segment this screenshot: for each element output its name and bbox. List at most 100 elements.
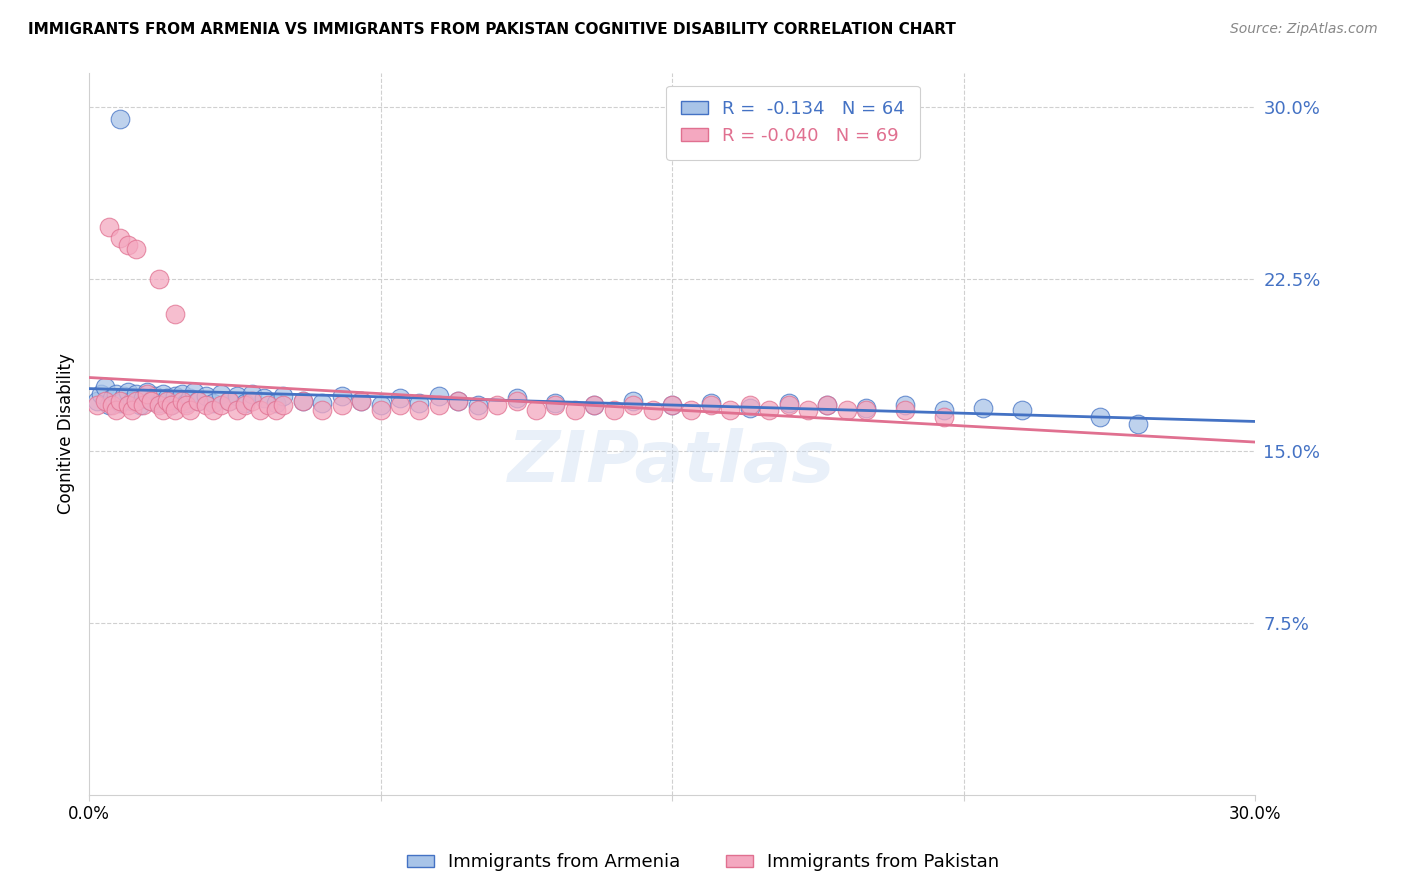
Point	[253, 392, 276, 406]
Point	[408, 396, 430, 410]
Point	[505, 393, 527, 408]
Point	[101, 392, 124, 406]
Point	[86, 398, 108, 412]
Point	[117, 384, 139, 399]
Point	[136, 384, 159, 399]
Point	[97, 219, 120, 234]
Point	[194, 389, 217, 403]
Point	[544, 396, 567, 410]
Point	[141, 393, 163, 408]
Point	[163, 403, 186, 417]
Point	[112, 389, 135, 403]
Point	[758, 403, 780, 417]
Point	[330, 398, 353, 412]
Point	[202, 403, 225, 417]
Point	[1088, 409, 1111, 424]
Point	[388, 392, 411, 406]
Point	[125, 387, 148, 401]
Point	[264, 403, 287, 417]
Point	[240, 393, 263, 408]
Point	[240, 387, 263, 401]
Point	[101, 398, 124, 412]
Point	[209, 387, 232, 401]
Point	[132, 392, 155, 406]
Point	[700, 396, 723, 410]
Point	[583, 398, 606, 412]
Text: ZIPatlas: ZIPatlas	[509, 428, 835, 498]
Point	[148, 396, 170, 410]
Point	[427, 389, 450, 403]
Point	[93, 393, 115, 408]
Point	[121, 403, 143, 417]
Point	[105, 387, 128, 401]
Text: Source: ZipAtlas.com: Source: ZipAtlas.com	[1230, 22, 1378, 37]
Point	[125, 393, 148, 408]
Point	[738, 398, 761, 412]
Y-axis label: Cognitive Disability: Cognitive Disability	[58, 353, 75, 515]
Point	[835, 403, 858, 417]
Point	[291, 393, 314, 408]
Point	[143, 389, 166, 403]
Point	[661, 398, 683, 412]
Point	[427, 398, 450, 412]
Point	[718, 403, 741, 417]
Point	[370, 398, 392, 412]
Point	[174, 398, 197, 412]
Point	[128, 398, 150, 412]
Point	[603, 403, 626, 417]
Point	[621, 393, 644, 408]
Point	[152, 387, 174, 401]
Point	[148, 398, 170, 412]
Point	[350, 393, 373, 408]
Point	[156, 392, 179, 406]
Point	[408, 403, 430, 417]
Point	[233, 396, 256, 410]
Point	[141, 393, 163, 408]
Point	[152, 403, 174, 417]
Point	[661, 398, 683, 412]
Point	[225, 403, 247, 417]
Point	[218, 393, 240, 408]
Point	[257, 398, 280, 412]
Point	[117, 398, 139, 412]
Point	[972, 401, 994, 415]
Point	[621, 398, 644, 412]
Point	[778, 398, 800, 412]
Point	[350, 393, 373, 408]
Point	[179, 392, 201, 406]
Point	[163, 389, 186, 403]
Point	[817, 398, 839, 412]
Point	[291, 393, 314, 408]
Point	[156, 393, 179, 408]
Point	[564, 403, 586, 417]
Point	[311, 403, 333, 417]
Point	[249, 403, 271, 417]
Point	[797, 403, 820, 417]
Text: IMMIGRANTS FROM ARMENIA VS IMMIGRANTS FROM PAKISTAN COGNITIVE DISABILITY CORRELA: IMMIGRANTS FROM ARMENIA VS IMMIGRANTS FR…	[28, 22, 956, 37]
Point	[505, 392, 527, 406]
Point	[218, 393, 240, 408]
Point	[93, 380, 115, 394]
Point	[1011, 403, 1033, 417]
Point	[136, 387, 159, 401]
Point	[132, 398, 155, 412]
Point	[700, 398, 723, 412]
Point	[108, 231, 131, 245]
Point	[273, 389, 295, 403]
Point	[583, 398, 606, 412]
Point	[159, 398, 181, 412]
Point	[187, 393, 209, 408]
Point	[273, 398, 295, 412]
Point	[202, 396, 225, 410]
Point	[486, 398, 509, 412]
Point	[105, 403, 128, 417]
Point	[467, 398, 489, 412]
Point	[172, 387, 194, 401]
Point	[855, 401, 877, 415]
Point	[264, 396, 287, 410]
Point	[121, 393, 143, 408]
Point	[194, 398, 217, 412]
Point	[179, 403, 201, 417]
Point	[108, 112, 131, 126]
Point	[209, 398, 232, 412]
